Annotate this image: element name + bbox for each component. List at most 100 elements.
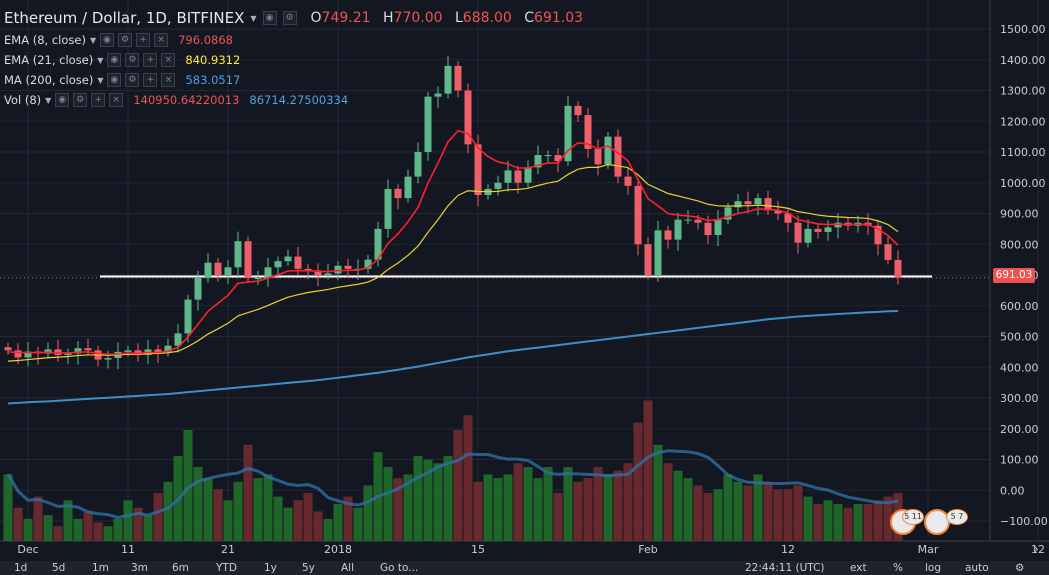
candle-body (514, 170, 522, 183)
candle-body (4, 347, 12, 351)
settings-icon[interactable]: ⚙ (1015, 562, 1025, 574)
indicator-ema21[interactable]: EMA (21, close) ▼ ◉ ⚙ + × 840.9312 (4, 53, 240, 67)
y-tick-label: 200.00 (1000, 423, 1039, 436)
settings-icon[interactable]: ⚙ (125, 73, 140, 87)
candle-body (324, 273, 332, 275)
candle-body (184, 299, 192, 334)
candle-body (504, 170, 512, 183)
settings-icon[interactable]: ⚙ (118, 33, 133, 47)
range-1m[interactable]: 1m (92, 562, 109, 574)
range-3m[interactable]: 3m (131, 562, 148, 574)
volume-bar (433, 463, 443, 541)
high-value: 770.00 (393, 10, 443, 26)
eye-icon[interactable]: ◉ (107, 73, 122, 87)
range-1d[interactable]: 1d (14, 562, 28, 574)
volume-bar (683, 478, 693, 541)
volume-bar (13, 507, 23, 541)
volume-bar (713, 489, 723, 541)
range-ytd[interactable]: YTD (216, 562, 237, 574)
indicator-ma200[interactable]: MA (200, close) ▼ ◉ ⚙ + × 583.0517 (4, 73, 240, 87)
add-icon[interactable]: + (91, 93, 106, 107)
indicator-value: 840.9312 (185, 53, 241, 67)
volume-bar (673, 470, 683, 541)
chevron-down-icon[interactable]: ▼ (97, 55, 104, 65)
candle-body (174, 333, 182, 346)
eye-icon[interactable]: ◉ (262, 11, 277, 25)
event-count-badge[interactable]: 5 11 (902, 509, 924, 525)
candle-body (394, 188, 402, 199)
y-tick-label: 400.00 (1000, 361, 1039, 374)
ema8-line (7, 129, 899, 356)
range-1y[interactable]: 1y (264, 562, 277, 574)
symbol-title[interactable]: Ethereum / Dollar, 1D, BITFINEX (4, 9, 245, 27)
range-6m[interactable]: 6m (172, 562, 189, 574)
close-icon[interactable]: × (109, 93, 124, 107)
candle-body (724, 207, 732, 220)
candle-body (344, 265, 352, 269)
ma200-line (7, 309, 899, 405)
volume-bar (603, 474, 613, 541)
chevron-down-icon[interactable]: ▼ (45, 95, 52, 105)
chevron-down-icon[interactable]: ▼ (89, 35, 97, 45)
chevron-down-icon[interactable]: ▼ (250, 13, 257, 23)
add-icon[interactable]: + (143, 73, 158, 87)
volume-bar (253, 478, 263, 541)
candle-body (424, 96, 432, 152)
volume-bar (353, 507, 363, 541)
log-toggle[interactable]: log (925, 562, 942, 574)
range-all[interactable]: All (341, 562, 355, 574)
candle-body (734, 201, 742, 208)
close-icon[interactable]: × (161, 73, 176, 87)
candle-body (674, 219, 682, 240)
candle-body (374, 228, 382, 260)
x-tick-label: Dec (17, 543, 38, 556)
y-tick-label: 300.00 (1000, 392, 1039, 405)
candle-body (644, 244, 652, 275)
candle-body (464, 90, 472, 145)
add-icon[interactable]: + (143, 53, 158, 67)
indicator-volume[interactable]: Vol (8) ▼ ◉ ⚙ + × 140950.64220013 86714.275… (4, 93, 348, 107)
indicator-ema8[interactable]: EMA (8, close) ▼ ◉ ⚙ + × 796.0868 (4, 33, 233, 47)
auto-toggle[interactable]: auto (965, 562, 989, 574)
candle-body (574, 105, 582, 116)
volume-bar (823, 500, 833, 541)
volume-bar (33, 496, 43, 541)
settings-icon[interactable]: ⚙ (73, 93, 88, 107)
us-flag-icon[interactable] (924, 509, 950, 535)
chevron-down-icon[interactable]: ▼ (97, 75, 104, 85)
y-tick-label: 100.00 (1000, 454, 1039, 467)
close-icon[interactable]: × (154, 33, 169, 47)
ema21-line (7, 163, 899, 362)
add-icon[interactable]: + (136, 33, 151, 47)
event-count-badge[interactable]: 5 7 (946, 509, 968, 525)
volume-bar (293, 500, 303, 541)
volume-bar (393, 478, 403, 541)
eye-icon[interactable]: ◉ (107, 53, 122, 67)
volume-bar (863, 504, 873, 541)
ext-toggle[interactable]: ext (850, 562, 867, 574)
volume-bar (843, 507, 853, 541)
volume-bar (83, 511, 93, 541)
range-5d[interactable]: 5d (52, 562, 66, 574)
x-tick-label: Mar (918, 543, 939, 556)
candlestick-chart[interactable]: 1500.00 1400.00 1300.00 1200.00 1100.00 1000.… (0, 0, 1049, 561)
eye-icon[interactable]: ◉ (55, 93, 70, 107)
volume-bar (473, 481, 483, 541)
goto-button[interactable]: Go to... (380, 562, 419, 574)
eye-icon[interactable]: ◉ (100, 33, 115, 47)
close-label: C (524, 10, 535, 26)
percent-toggle[interactable]: % (893, 562, 903, 574)
range-5y[interactable]: 5y (302, 562, 315, 574)
y-tick-label: 500.00 (1000, 331, 1039, 344)
volume-bar (113, 518, 123, 541)
x-tick-label: 12 (781, 543, 795, 556)
indicator-value: 583.0517 (185, 73, 241, 87)
close-icon[interactable]: × (161, 53, 176, 67)
volume-bar (183, 430, 193, 541)
volume-bar (793, 485, 803, 541)
candle-body (594, 148, 602, 165)
settings-icon[interactable]: ⚙ (125, 53, 140, 67)
volume-bar (153, 492, 163, 541)
settings-icon[interactable]: ⚙ (282, 11, 297, 25)
